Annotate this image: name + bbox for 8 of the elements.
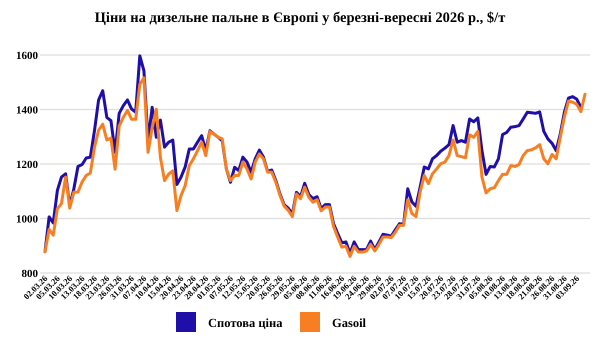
y-tick-label: 800 xyxy=(22,268,38,280)
chart-title: Ціни на дизельне пальне в Європі у березні-вересні 2026 р., $/т xyxy=(94,10,506,26)
y-tick-label: 1200 xyxy=(16,159,38,171)
y-tick-label: 1600 xyxy=(16,50,38,62)
y-tick-label: 1400 xyxy=(16,104,38,116)
legend-label: Спотова ціна xyxy=(208,316,284,330)
legend-label: Gasoil xyxy=(332,316,367,330)
y-tick-label: 1000 xyxy=(16,214,38,226)
